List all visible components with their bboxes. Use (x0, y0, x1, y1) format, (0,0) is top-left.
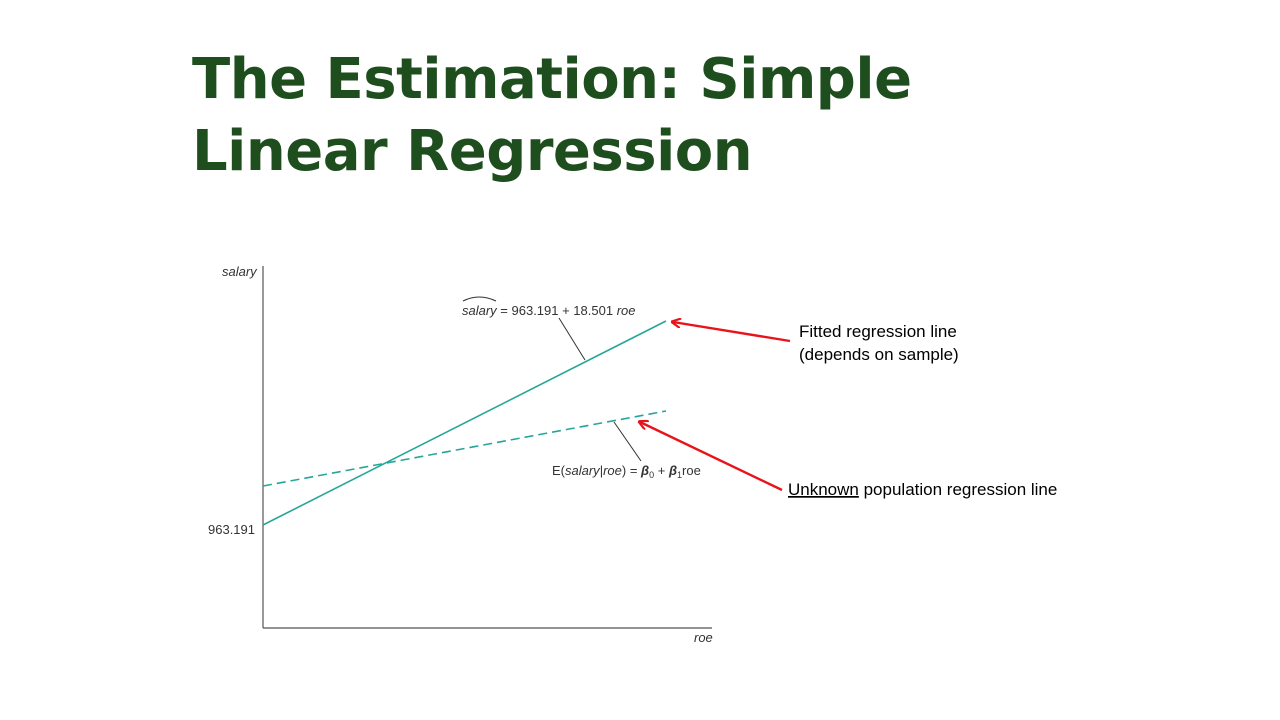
slide-title-line-2: Linear Regression (192, 119, 753, 184)
fitted-regression-line (262, 320, 667, 526)
fitted-leader-line (558, 317, 586, 361)
population-regression-line (262, 410, 667, 487)
slide-title-line-1: The Estimation: Simple (192, 47, 912, 112)
svg-text:salary = 963.191 + 18.501 roe: salary = 963.191 + 18.501 roe (462, 303, 635, 318)
y-axis-label: salary (222, 264, 258, 279)
fitted-note-arrow (673, 322, 791, 343)
population-note-arrow (640, 422, 783, 492)
fitted-equation-label: salary = 963.191 + 18.501 roe (462, 296, 635, 318)
fitted-note-line-2: (depends on sample) (799, 345, 959, 364)
population-note: Unknown population regression line (788, 480, 1057, 499)
slide-title: The Estimation: Simple Linear Regression (192, 44, 912, 188)
x-axis-label: roe (694, 630, 713, 645)
hat-symbol (462, 296, 497, 302)
fitted-note-line-1: Fitted regression line (799, 322, 957, 341)
population-leader-line (613, 421, 642, 462)
population-equation-label: E(salary|roe) = β0 + β1roe (552, 463, 701, 480)
intercept-label: 963.191 (208, 522, 255, 537)
